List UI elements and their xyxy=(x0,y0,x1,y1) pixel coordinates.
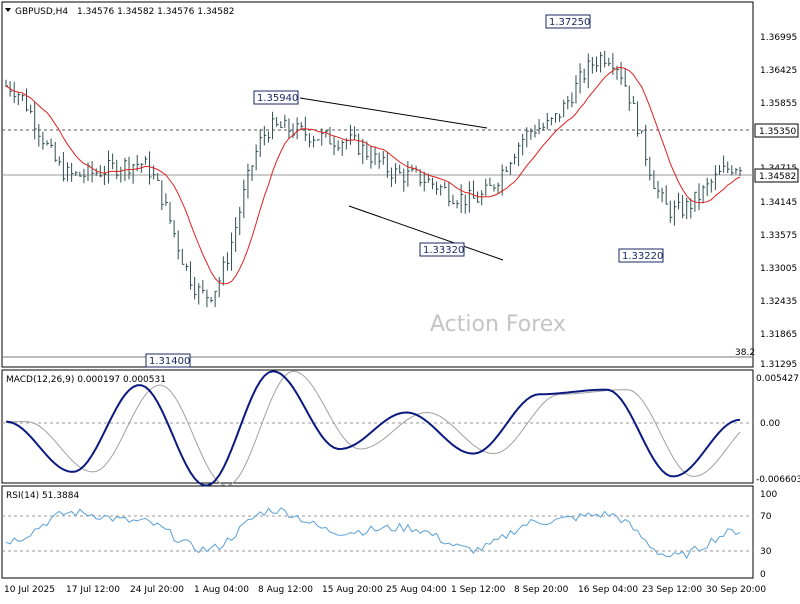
price-tick: 1.31865 xyxy=(760,330,797,340)
price-tick: 1.35855 xyxy=(760,99,797,109)
annotation-high1: 1.35940 xyxy=(253,90,299,105)
fib-label: 38.2 xyxy=(735,348,755,358)
annotation-low1: 1.33320 xyxy=(419,242,465,257)
macd-lines xyxy=(5,370,741,487)
lower-trendline xyxy=(348,205,504,261)
price-tick: 1.36995 xyxy=(760,33,797,43)
rsi-panel-frame xyxy=(1,485,754,579)
current-price-label: 1.34582 xyxy=(759,172,796,182)
date-label: 15 Aug 20:00 xyxy=(322,585,383,595)
level-label: 1.35350 xyxy=(759,127,796,137)
macd-tick: 0.005427 xyxy=(756,374,799,384)
macd-tick: 0.00 xyxy=(760,419,780,429)
rsi-line-group xyxy=(5,507,741,560)
date-label: 23 Sep 12:00 xyxy=(642,585,702,595)
svg-text:1.31400: 1.31400 xyxy=(149,356,190,367)
price-axis: 1.36995 1.36425 1.35855 1.35350 1.34715 … xyxy=(754,33,799,370)
date-label: 25 Aug 04:00 xyxy=(386,585,447,595)
date-label: 1 Aug 04:00 xyxy=(194,585,249,595)
rsi-line xyxy=(5,507,741,560)
date-label: 24 Jul 20:00 xyxy=(130,585,184,595)
macd-title: MACD(12,26,9) 0.000197 0.000531 xyxy=(6,375,166,385)
dropdown-triangle-icon[interactable] xyxy=(5,8,11,12)
rsi-tick: 100 xyxy=(760,490,777,500)
svg-text:1.37250: 1.37250 xyxy=(549,17,590,28)
price-tick: 1.34145 xyxy=(760,198,797,208)
annotation-low2: 1.33220 xyxy=(618,248,664,263)
macd-main-line xyxy=(5,370,741,487)
annotation-high2: 1.37250 xyxy=(545,14,591,29)
annotation-low0: 1.31400 xyxy=(145,353,191,368)
date-axis: 10 Jul 2025 17 Jul 12:00 24 Jul 20:00 1 … xyxy=(4,585,766,595)
date-label: 10 Jul 2025 xyxy=(4,585,55,595)
date-label: 8 Sep 20:00 xyxy=(514,585,569,595)
rsi-tick: 30 xyxy=(760,547,772,557)
watermark: Action Forex xyxy=(430,312,566,337)
moving-average xyxy=(5,66,741,285)
svg-text:1.35940: 1.35940 xyxy=(257,93,298,104)
svg-text:1.33220: 1.33220 xyxy=(622,251,663,262)
price-tick: 1.31295 xyxy=(760,360,797,370)
price-tick: 1.32435 xyxy=(760,297,797,307)
rsi-tick: 70 xyxy=(760,512,772,522)
date-label: 1 Sep 12:00 xyxy=(451,585,506,595)
rsi-tick: 0 xyxy=(760,570,766,580)
price-tick: 1.36425 xyxy=(760,66,797,76)
svg-text:1.33320: 1.33320 xyxy=(423,245,464,256)
ma-line xyxy=(5,66,741,285)
ohlc-values: 1.34576 1.34582 1.34576 1.34582 xyxy=(77,7,234,17)
date-label: 17 Jul 12:00 xyxy=(66,585,120,595)
symbol-title: GBPUSD,H4 xyxy=(15,7,68,17)
main-panel-frame xyxy=(1,1,754,368)
rsi-title: RSI(14) 51.3884 xyxy=(6,491,79,501)
macd-signal-line xyxy=(6,370,741,487)
macd-tick: -0.006603 xyxy=(756,475,800,485)
price-tick: 1.33575 xyxy=(760,231,797,241)
date-label: 30 Sep 20:00 xyxy=(706,585,766,595)
upper-trendline xyxy=(299,97,488,129)
price-tick: 1.33005 xyxy=(760,264,797,274)
date-label: 16 Sep 04:00 xyxy=(578,585,638,595)
date-label: 8 Aug 12:00 xyxy=(258,585,313,595)
